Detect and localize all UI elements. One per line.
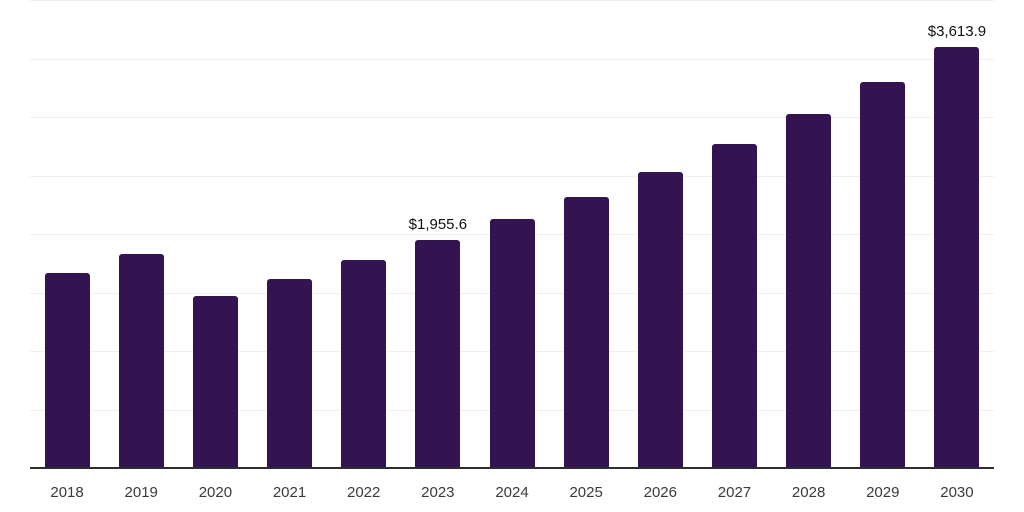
x-tick-label-2024: 2024 [495, 484, 529, 501]
x-tick-label-2022: 2022 [347, 484, 381, 501]
gridline [30, 175, 994, 177]
x-tick-label-2020: 2020 [198, 484, 233, 501]
bar-2030 [934, 46, 980, 469]
bar-value-label-2030: $3,613.9 [927, 22, 987, 40]
bar-2023 [415, 240, 461, 469]
x-axis-line [30, 467, 994, 469]
bar-2018 [44, 272, 90, 469]
x-tick-label-2027: 2027 [717, 484, 752, 501]
x-tick-label-2021: 2021 [272, 484, 307, 501]
bar-2024 [489, 219, 535, 469]
bar-2025 [563, 196, 609, 469]
bar-value-label-2023: $1,955.6 [408, 216, 468, 234]
gridline [30, 58, 994, 60]
x-tick-label-2023: 2023 [421, 484, 455, 501]
x-axis-tick-labels: 2018 2019 2020 2021 2022 2023 2024 2025 2026 2027… [0, 484, 1024, 504]
gridline [30, 0, 994, 2]
x-tick-label-2030: 2030 [940, 484, 974, 501]
x-tick-label-2029: 2029 [866, 484, 900, 501]
x-tick-label-2018: 2018 [50, 484, 84, 501]
bar-2022 [341, 260, 387, 469]
bar-2027 [711, 144, 757, 469]
x-tick-label-2026: 2026 [643, 484, 677, 501]
bar-2028 [786, 114, 832, 469]
bar-2026 [637, 171, 683, 469]
bar-2019 [118, 254, 164, 469]
bar-2020 [192, 296, 238, 469]
bar-2021 [267, 278, 313, 469]
x-tick-label-2019: 2019 [124, 484, 158, 501]
plot-area: $1,955.6 $3,613.9 [30, 0, 994, 469]
x-tick-label-2028: 2028 [791, 484, 826, 501]
x-tick-label-2025: 2025 [569, 484, 603, 501]
bar-2029 [860, 81, 906, 469]
gridline [30, 117, 994, 119]
